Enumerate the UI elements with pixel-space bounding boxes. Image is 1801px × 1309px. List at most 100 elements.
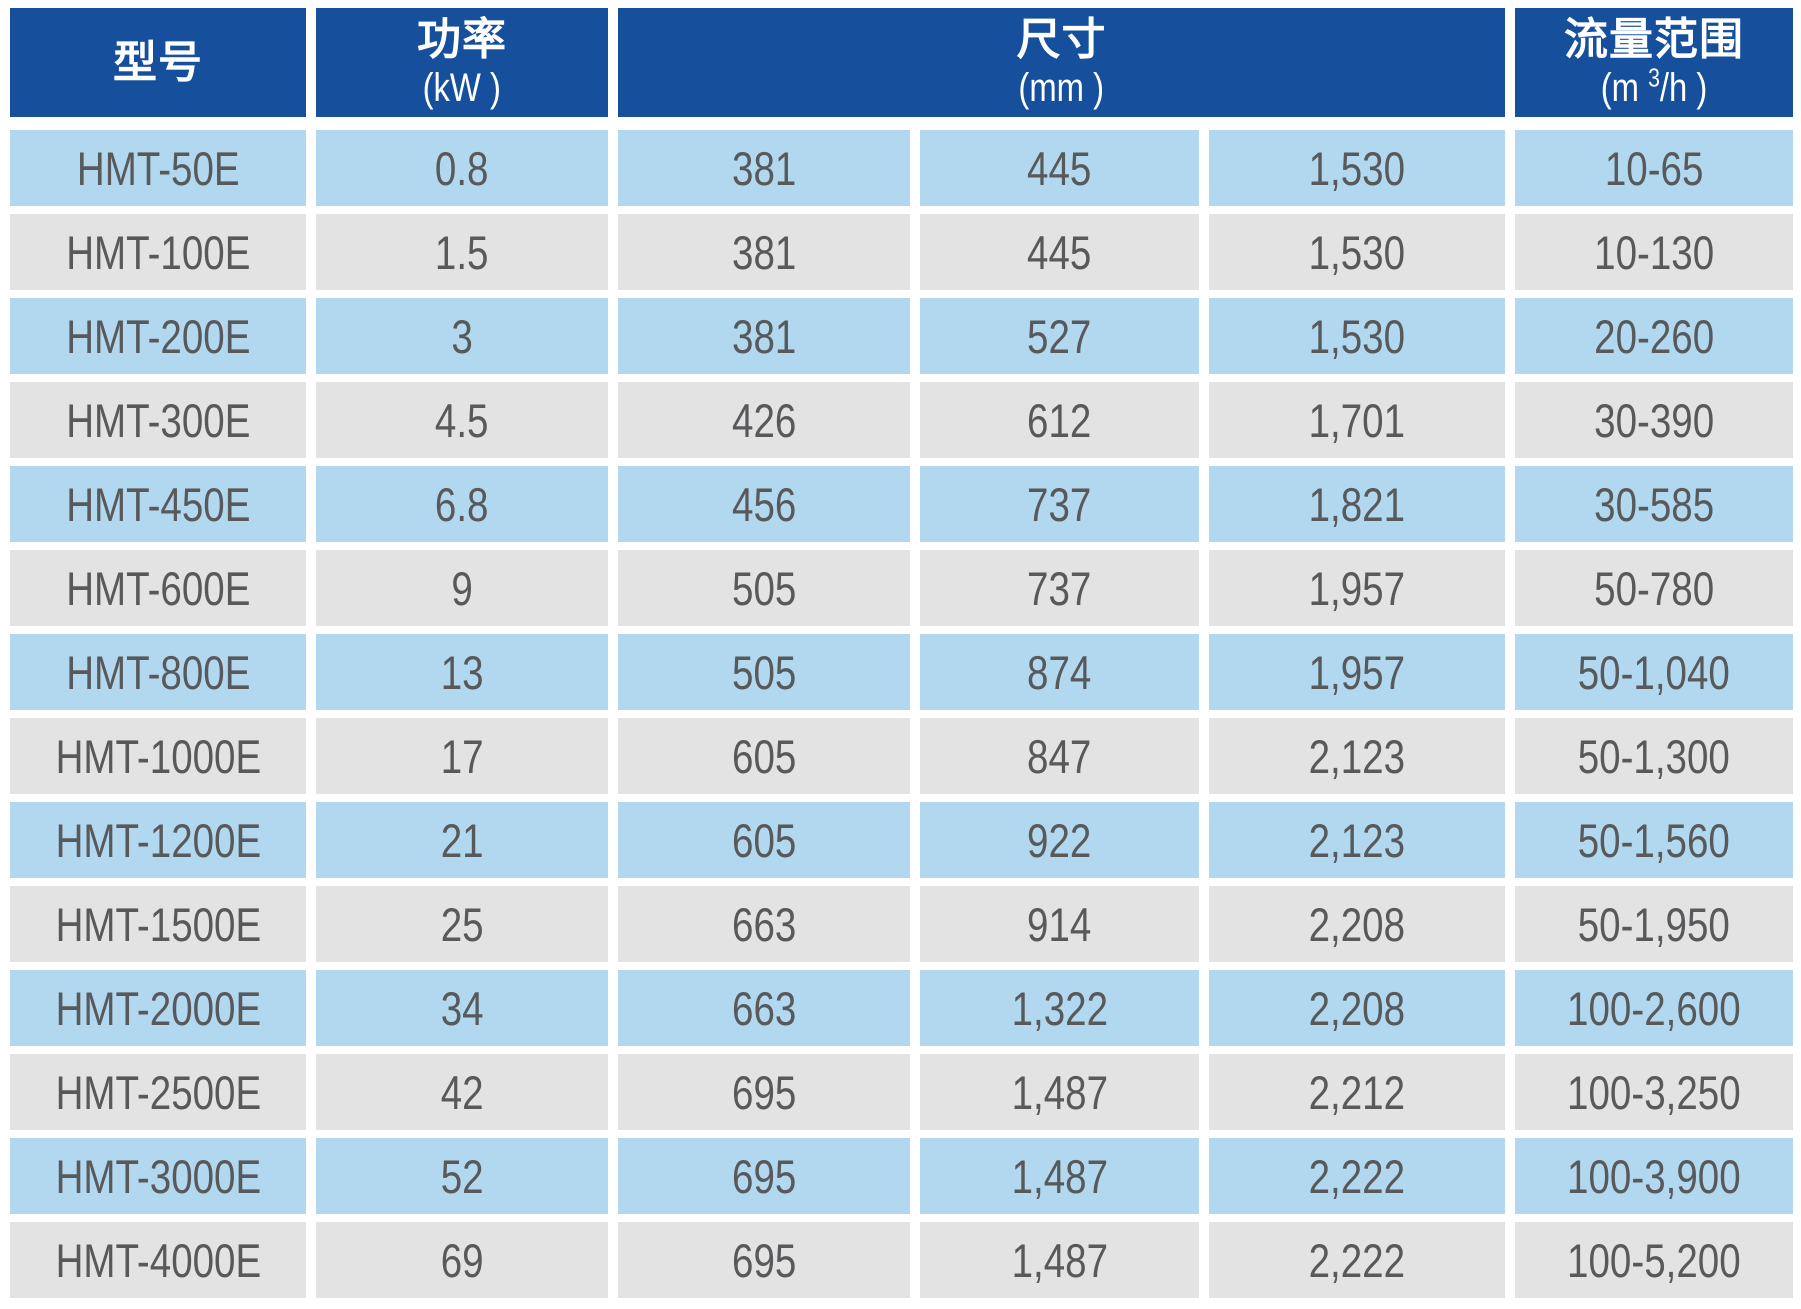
cell-value: 1,957 <box>1308 561 1406 615</box>
table-cell-flow: 10-130 <box>1515 214 1793 290</box>
table-cell-model: HMT-1000E <box>10 718 306 794</box>
cell-value: 663 <box>731 981 797 1035</box>
cell-value: 100-2,600 <box>1567 981 1741 1035</box>
cell-value: HMT-1500E <box>55 897 261 951</box>
flow-unit-superscript: 3 <box>1648 62 1660 93</box>
cell-value: 605 <box>731 813 797 867</box>
cell-value: 20-260 <box>1593 309 1714 363</box>
table-cell-flow: 20-260 <box>1515 298 1793 374</box>
cell-value: 505 <box>731 561 797 615</box>
cell-value: 381 <box>731 309 797 363</box>
cell-value: 1,530 <box>1308 141 1406 195</box>
table-cell-power: 69 <box>316 1222 608 1298</box>
cell-value: HMT-3000E <box>55 1149 261 1203</box>
cell-value: 2,208 <box>1308 897 1406 951</box>
cell-value: 1.5 <box>435 225 489 279</box>
cell-value: 381 <box>731 141 797 195</box>
table-cell-power: 0.8 <box>316 130 608 206</box>
table-cell-dim_h: 2,208 <box>1209 886 1505 962</box>
table-cell-dim_d: 737 <box>920 466 1199 542</box>
cell-value: 10-65 <box>1604 141 1704 195</box>
table-cell-dim_h: 1,957 <box>1209 550 1505 626</box>
table-cell-dim_h: 2,123 <box>1209 802 1505 878</box>
table-cell-dim_h: 1,957 <box>1209 634 1505 710</box>
cell-value: 381 <box>731 225 797 279</box>
cell-value: 100-3,250 <box>1567 1065 1741 1119</box>
cell-value: 2,222 <box>1308 1233 1406 1287</box>
cell-value: 52 <box>440 1149 484 1203</box>
cell-value: 1,530 <box>1308 225 1406 279</box>
table-cell-dim_d: 445 <box>920 214 1199 290</box>
table-cell-flow: 30-390 <box>1515 382 1793 458</box>
cell-value: 1,821 <box>1308 477 1406 531</box>
table-cell-dim_w: 381 <box>618 298 910 374</box>
table-cell-power: 52 <box>316 1138 608 1214</box>
table-cell-flow: 100-5,200 <box>1515 1222 1793 1298</box>
table-cell-dim_h: 2,222 <box>1209 1138 1505 1214</box>
table-cell-dim_w: 695 <box>618 1054 910 1130</box>
table-cell-dim_w: 605 <box>618 718 910 794</box>
cell-value: 737 <box>1027 561 1092 615</box>
table-cell-power: 4.5 <box>316 382 608 458</box>
cell-value: 2,123 <box>1308 729 1406 783</box>
table-cell-dim_h: 2,208 <box>1209 970 1505 1046</box>
cell-value: 737 <box>1027 477 1092 531</box>
table-cell-dim_w: 456 <box>618 466 910 542</box>
table-cell-dim_w: 663 <box>618 970 910 1046</box>
cell-value: 1,530 <box>1308 309 1406 363</box>
table-cell-flow: 50-1,040 <box>1515 634 1793 710</box>
cell-value: 30-585 <box>1593 477 1714 531</box>
table-cell-dim_d: 737 <box>920 550 1199 626</box>
cell-value: 2,123 <box>1308 813 1406 867</box>
table-cell-flow: 100-3,900 <box>1515 1138 1793 1214</box>
table-cell-model: HMT-2500E <box>10 1054 306 1130</box>
cell-value: HMT-1200E <box>55 813 261 867</box>
cell-value: 100-5,200 <box>1567 1233 1741 1287</box>
cell-value: 50-1,950 <box>1577 897 1731 951</box>
table-cell-model: HMT-450E <box>10 466 306 542</box>
header-dimensions-title: 尺寸 <box>1016 14 1107 64</box>
header-power-unit: (kW ) <box>422 66 502 111</box>
cell-value: 695 <box>731 1149 797 1203</box>
table-cell-dim_h: 1,821 <box>1209 466 1505 542</box>
cell-value: 456 <box>731 477 797 531</box>
table-cell-flow: 50-1,560 <box>1515 802 1793 878</box>
table-cell-dim_w: 663 <box>618 886 910 962</box>
table-cell-dim_d: 445 <box>920 130 1199 206</box>
cell-value: 50-1,040 <box>1577 645 1731 699</box>
cell-value: 2,212 <box>1308 1065 1406 1119</box>
cell-value: HMT-600E <box>65 561 251 615</box>
cell-value: 445 <box>1027 141 1092 195</box>
cell-value: 100-3,900 <box>1567 1149 1741 1203</box>
cell-value: 6.8 <box>435 477 489 531</box>
table-body: HMT-50E 0.8 381 445 1,530 10-65 HMT-100E 1.5 381… <box>10 130 1793 1298</box>
header-flow-title: 流量范围 <box>1564 14 1744 64</box>
cell-value: 505 <box>731 645 797 699</box>
header-cell-power: 功率 (kW ) <box>316 8 608 117</box>
table-cell-dim_w: 505 <box>618 634 910 710</box>
spec-table: 型号 功率 (kW ) 尺寸 (mm ) 流量范围 (m 3/h ) <box>10 8 1793 1298</box>
table-cell-flow: 100-2,600 <box>1515 970 1793 1046</box>
table-cell-power: 3 <box>316 298 608 374</box>
cell-value: 2,208 <box>1308 981 1406 1035</box>
cell-value: 612 <box>1027 393 1092 447</box>
table-cell-dim_h: 1,701 <box>1209 382 1505 458</box>
cell-value: HMT-300E <box>65 393 251 447</box>
cell-value: HMT-1000E <box>55 729 261 783</box>
table-cell-dim_h: 1,530 <box>1209 130 1505 206</box>
cell-value: 9 <box>451 561 473 615</box>
table-cell-dim_h: 2,212 <box>1209 1054 1505 1130</box>
cell-value: 1,322 <box>1011 981 1108 1035</box>
table-cell-dim_d: 922 <box>920 802 1199 878</box>
cell-value: 1,701 <box>1308 393 1406 447</box>
header-flow-unit: (m 3/h ) <box>1589 62 1719 110</box>
table-cell-dim_d: 1,322 <box>920 970 1199 1046</box>
cell-value: 663 <box>731 897 797 951</box>
cell-value: 10-130 <box>1593 225 1714 279</box>
cell-value: 50-1,300 <box>1577 729 1731 783</box>
table-cell-dim_h: 2,123 <box>1209 718 1505 794</box>
table-cell-flow: 50-1,950 <box>1515 886 1793 962</box>
cell-value: HMT-50E <box>76 141 240 195</box>
cell-value: 50-1,560 <box>1577 813 1731 867</box>
